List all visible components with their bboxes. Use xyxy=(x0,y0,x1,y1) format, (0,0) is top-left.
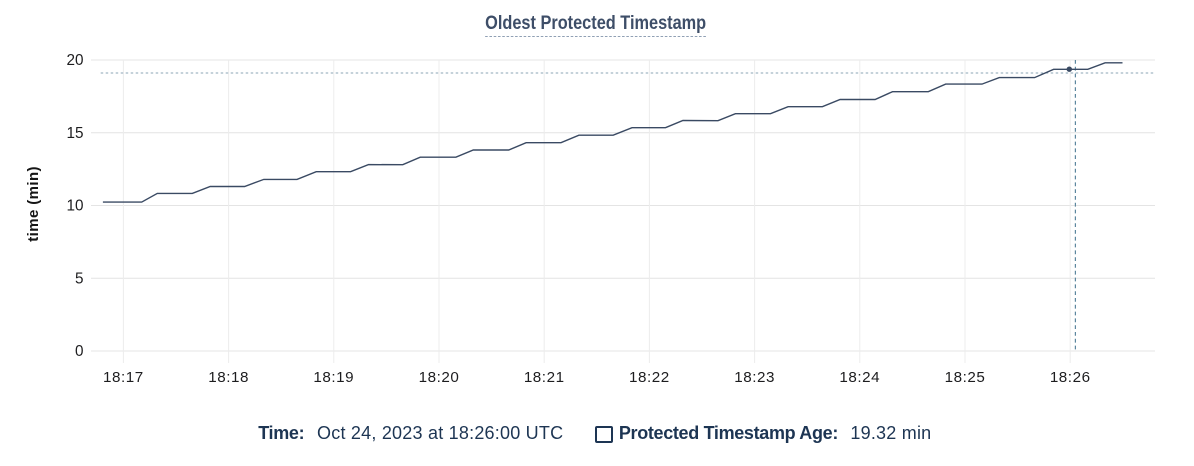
svg-text:20: 20 xyxy=(66,52,83,69)
svg-text:18:25: 18:25 xyxy=(945,369,986,386)
svg-text:18:21: 18:21 xyxy=(524,369,565,386)
svg-text:18:20: 18:20 xyxy=(419,369,460,386)
svg-text:18:22: 18:22 xyxy=(629,369,670,386)
svg-text:18:26: 18:26 xyxy=(1050,369,1091,386)
svg-text:18:17: 18:17 xyxy=(103,369,144,386)
svg-text:time (min): time (min) xyxy=(25,166,42,242)
svg-text:15: 15 xyxy=(66,125,83,142)
svg-text:18:23: 18:23 xyxy=(734,369,775,386)
svg-text:18:18: 18:18 xyxy=(208,369,249,386)
svg-text:18:19: 18:19 xyxy=(313,369,354,386)
svg-text:10: 10 xyxy=(66,198,83,215)
svg-text:5: 5 xyxy=(75,270,84,287)
svg-text:18:24: 18:24 xyxy=(839,369,880,386)
svg-text:0: 0 xyxy=(75,343,84,360)
